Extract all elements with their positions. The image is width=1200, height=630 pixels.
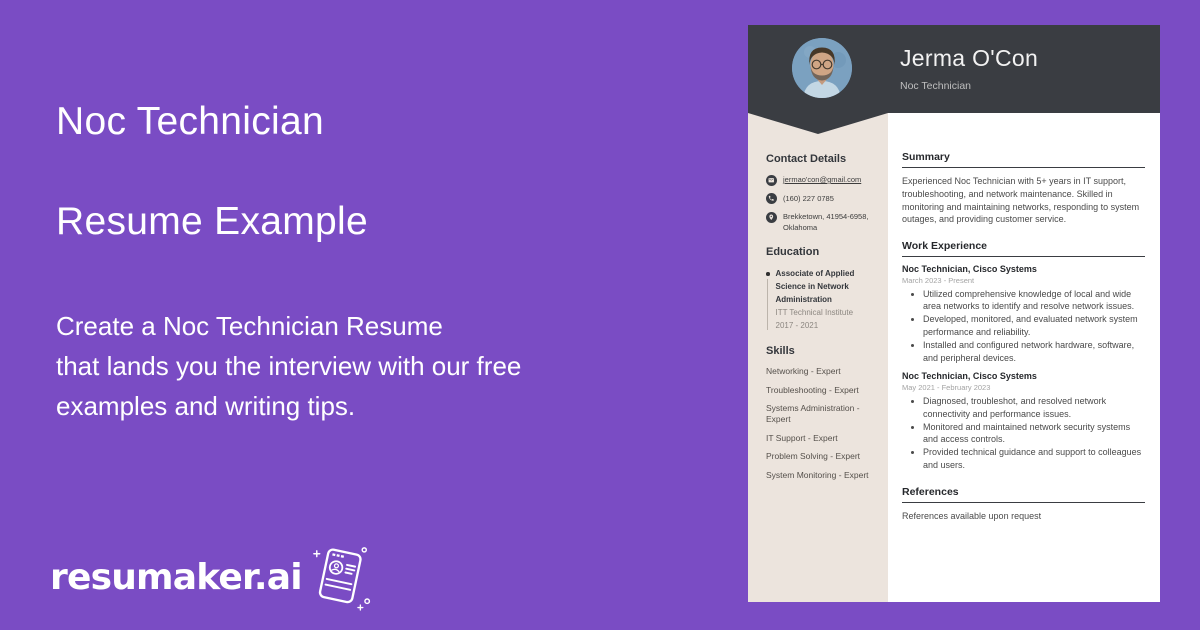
contact-details-section: Contact Details jermao'con@gmail.com (16… — [766, 153, 878, 233]
job-bullet: Provided technical guidance and support … — [923, 446, 1145, 472]
contact-email-row: jermao'con@gmail.com — [766, 174, 878, 186]
skill-item: Troubleshooting - Expert — [766, 384, 859, 395]
resume-sidebar: Contact Details jermao'con@gmail.com (16… — [748, 113, 888, 602]
page-description-line: examples and writing tips. — [56, 391, 356, 421]
page-description-line: that lands you the interview with our fr… — [56, 351, 522, 381]
education-section: Education Associate of Applied Science i… — [766, 246, 878, 332]
education-degree: Associate of Applied Science in Network … — [775, 269, 855, 304]
candidate-job-title: Noc Technician — [900, 80, 972, 92]
resume-header: Jerma O'Con Noc Technician — [748, 25, 1160, 113]
references-heading: References — [902, 486, 1145, 503]
candidate-name: Jerma O'Con — [900, 45, 1039, 71]
page-title: Noc Technician Resume Example — [56, 97, 368, 247]
education-timeline-marker — [766, 267, 770, 332]
bullet-dot — [766, 272, 770, 276]
resume-document-icon — [310, 542, 372, 612]
avatar — [792, 38, 852, 98]
skill-item: IT Support - Expert — [766, 432, 838, 443]
contact-phone-row: (160) 227 0785 — [766, 193, 878, 204]
education-item: Associate of Applied Science in Network … — [766, 267, 878, 332]
timeline-line — [767, 278, 769, 330]
skills-section: Skills Networking - Expert Troubleshooti… — [766, 345, 878, 481]
skill-item: Networking - Expert — [766, 366, 841, 376]
job-dates: May 2021 - February 2023 — [902, 382, 991, 392]
page-title-line1: Noc Technician — [56, 100, 324, 143]
email-link[interactable]: jermao'con@gmail.com — [783, 175, 862, 184]
resumaker-logo-text: resumaker.ai — [50, 556, 303, 598]
job-bullet: Developed, monitored, and evaluated netw… — [923, 313, 1145, 339]
job-bullet: Monitored and maintained network securit… — [923, 421, 1145, 447]
references-section: References References available upon req… — [902, 486, 1145, 521]
page-description: Create a Noc Technician Resume that land… — [56, 306, 521, 426]
summary-section: Summary Experienced Noc Technician with … — [902, 151, 1145, 226]
page-description-line: Create a Noc Technician Resume — [56, 311, 443, 341]
job-bullet: Utilized comprehensive knowledge of loca… — [923, 288, 1145, 314]
phone-number: (160) 227 0785 — [783, 193, 834, 203]
job-entry: Noc Technician, Cisco Systems May 2021 -… — [902, 371, 1145, 471]
skill-item: System Monitoring - Expert — [766, 469, 869, 480]
resume-main-column: Summary Experienced Noc Technician with … — [888, 113, 1160, 602]
job-dates: March 2023 - Present — [902, 275, 975, 285]
job-title: Noc Technician, Cisco Systems — [902, 371, 1037, 382]
skill-item: Problem Solving - Expert — [766, 451, 861, 461]
summary-text: Experienced Noc Technician with 5+ years… — [902, 176, 1140, 225]
work-experience-heading: Work Experience — [902, 240, 1145, 258]
location-pin-icon — [766, 211, 777, 223]
resumaker-logo[interactable]: resumaker.ai — [50, 542, 372, 612]
job-bullet: Installed and configured network hardwar… — [923, 339, 1145, 365]
phone-icon — [766, 193, 777, 204]
address-line1: Brekketown, 41954-6958, — [783, 212, 869, 221]
job-bullet: Diagnosed, troubleshot, and resolved net… — [923, 395, 1145, 421]
work-experience-section: Work Experience Noc Technician, Cisco Sy… — [902, 240, 1145, 472]
job-entry: Noc Technician, Cisco Systems March 2023… — [902, 264, 1145, 364]
address: Brekketown, 41954-6958, Oklahoma — [783, 211, 868, 233]
name-block: Jerma O'Con Noc Technician — [900, 45, 1038, 92]
address-line2: Oklahoma — [783, 223, 818, 232]
page-title-line2: Resume Example — [56, 200, 368, 243]
education-details: Associate of Applied Science in Network … — [776, 267, 879, 332]
references-text: References available upon request — [902, 510, 1042, 521]
job-bullet-list: Utilized comprehensive knowledge of loca… — [902, 288, 1145, 365]
email-icon — [766, 174, 777, 186]
resume-preview: Jerma O'Con Noc Technician Contact Detai… — [748, 25, 1160, 602]
education-years: 2017 - 2021 — [775, 321, 819, 330]
contact-details-heading: Contact Details — [766, 153, 847, 165]
education-heading: Education — [766, 246, 820, 258]
skills-heading: Skills — [766, 345, 795, 357]
contact-address-row: Brekketown, 41954-6958, Oklahoma — [766, 211, 878, 233]
job-bullet-list: Diagnosed, troubleshot, and resolved net… — [902, 395, 1145, 472]
education-school: ITT Technical Institute — [775, 308, 854, 317]
skill-item: Systems Administration - Expert — [766, 403, 860, 424]
summary-heading: Summary — [902, 151, 1145, 168]
job-title: Noc Technician, Cisco Systems — [902, 264, 1037, 275]
